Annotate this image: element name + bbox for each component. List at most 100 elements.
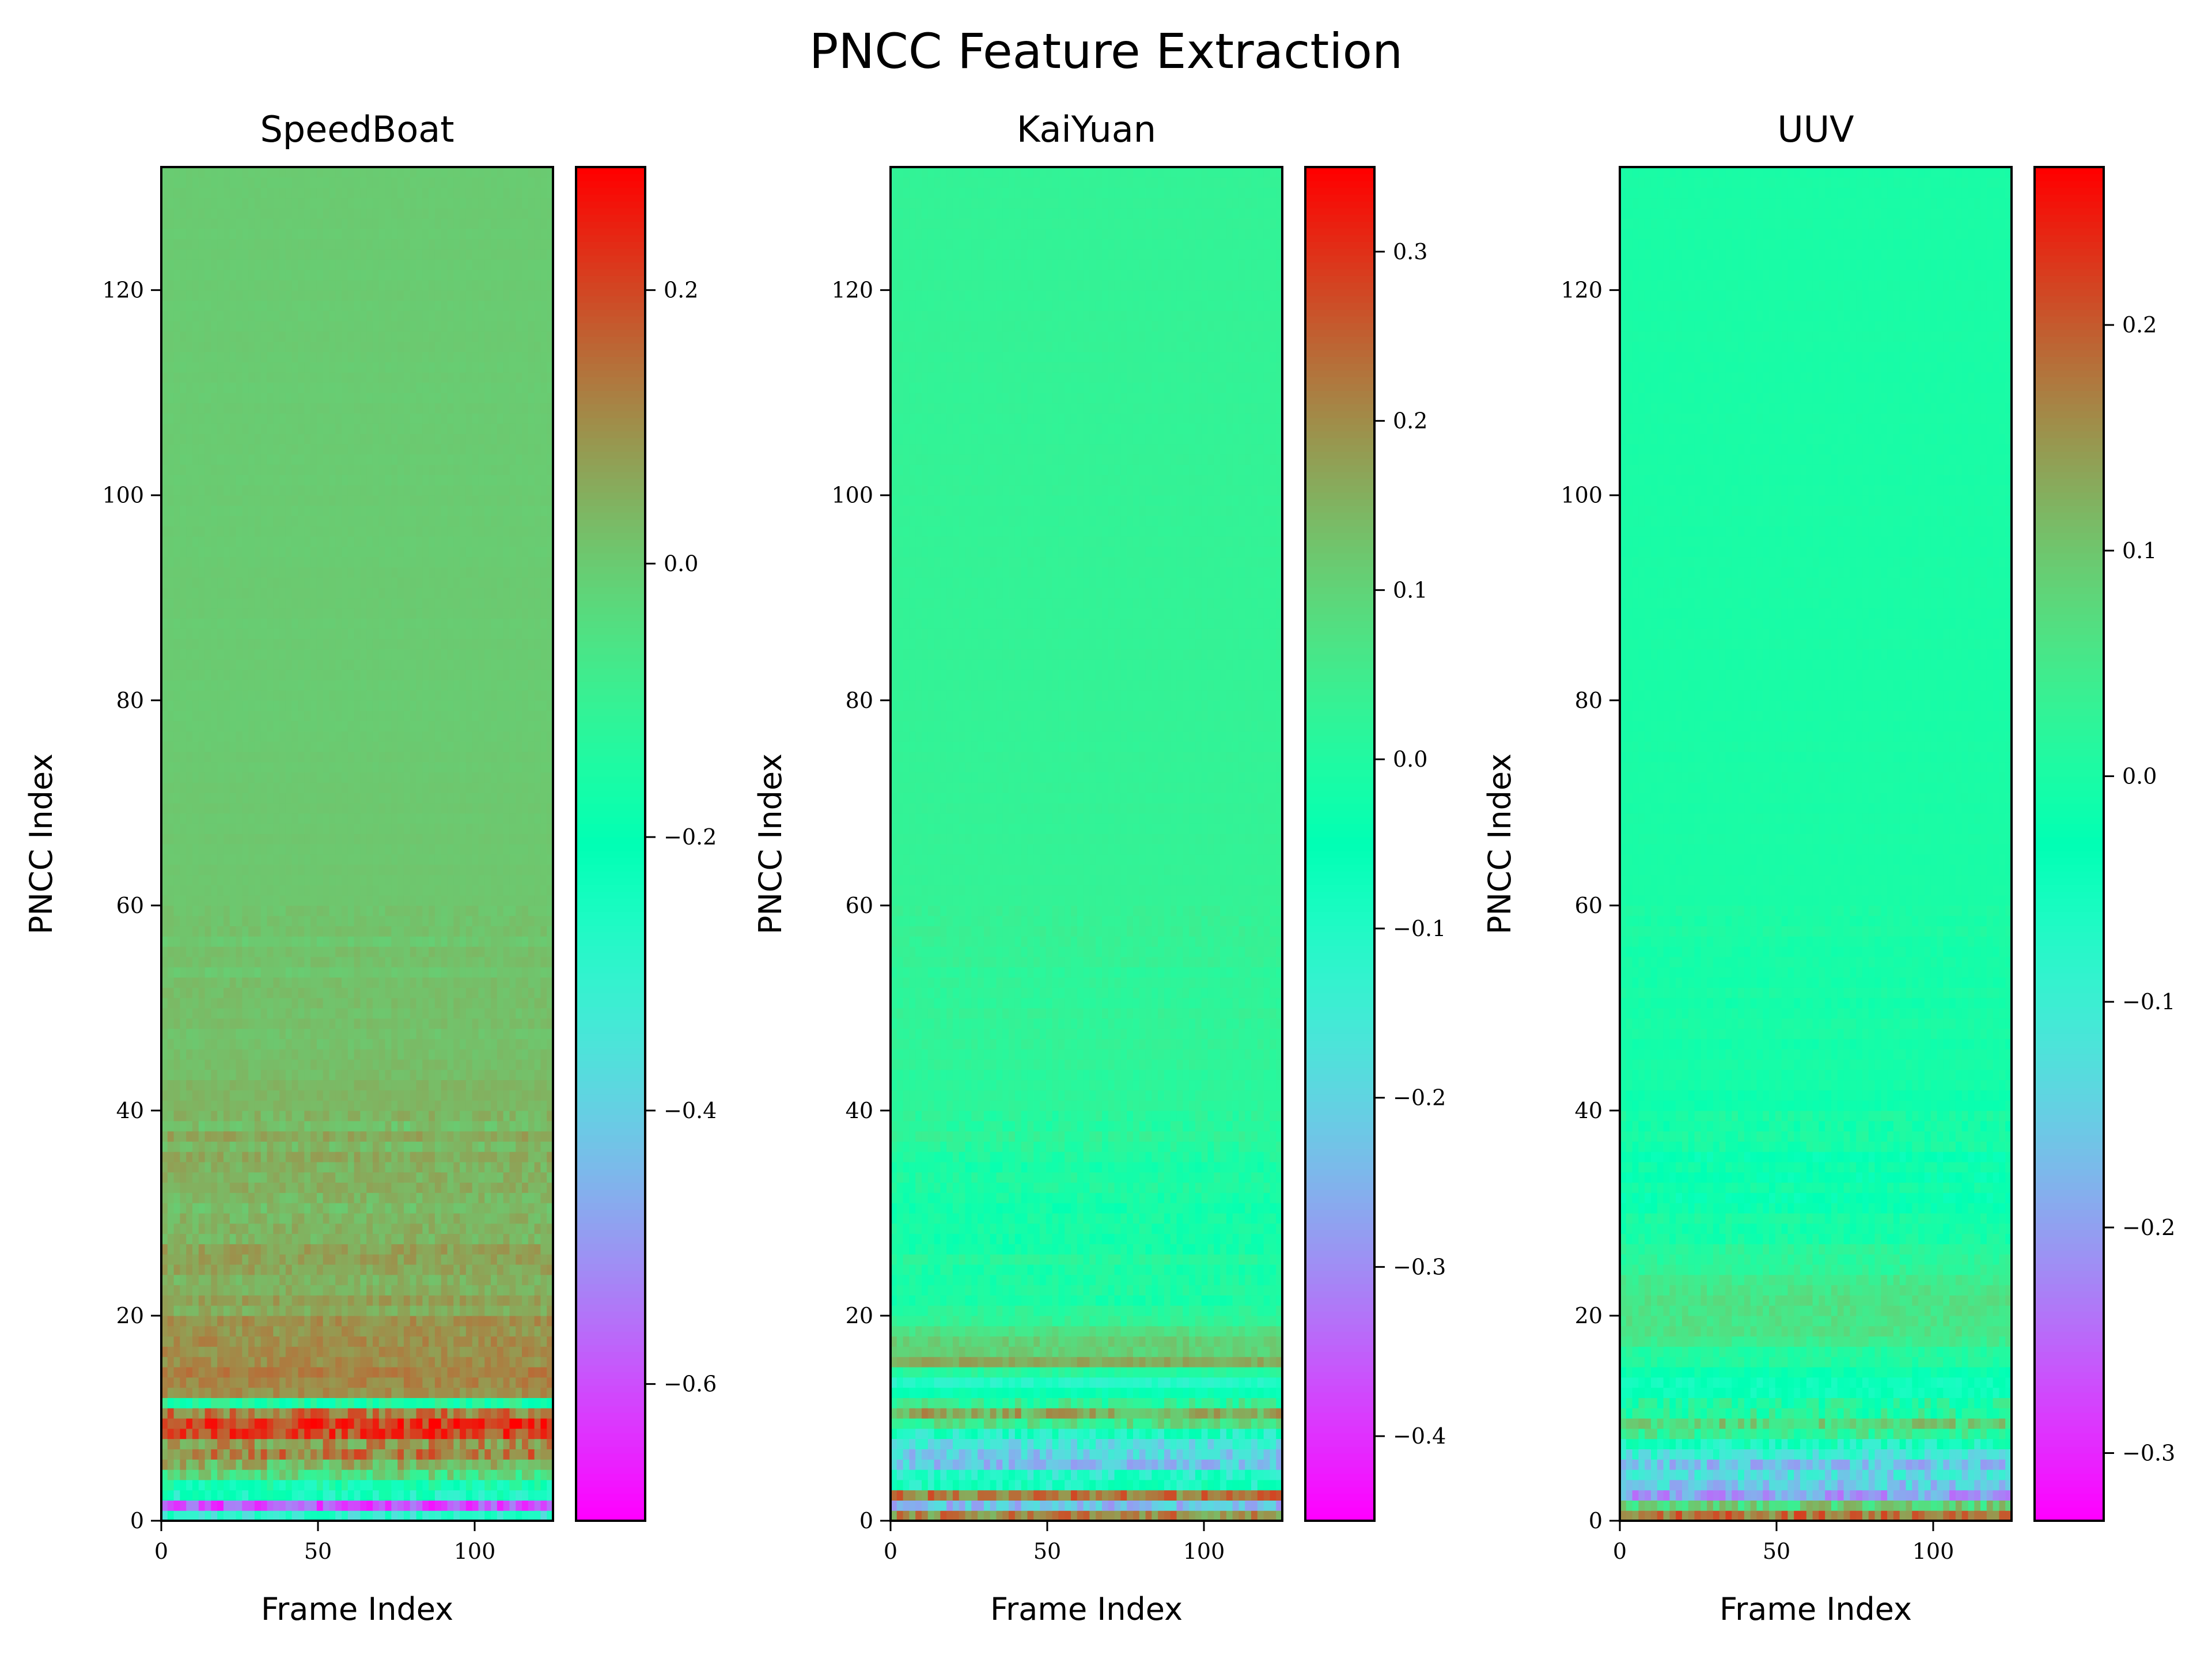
heatmap-cell <box>335 1490 342 1501</box>
heatmap-cell <box>261 1500 267 1510</box>
heatmap-cell <box>354 1439 361 1449</box>
heatmap-cell <box>509 1469 516 1480</box>
heatmap-cell <box>366 1469 373 1480</box>
heatmap-cell <box>317 1510 323 1521</box>
heatmap-cell <box>391 1377 397 1388</box>
heatmap-cell <box>292 1449 298 1459</box>
heatmap-cell <box>286 1480 292 1490</box>
heatmap-cell <box>205 1439 211 1449</box>
heatmap-cell <box>329 1480 335 1490</box>
heatmap-cell <box>478 1397 484 1408</box>
heatmap-cell <box>342 1500 348 1510</box>
heatmap-cell <box>497 1439 503 1449</box>
heatmap-cell <box>416 1459 423 1469</box>
heatmap-cell <box>304 1480 310 1490</box>
heatmap-cell <box>366 1346 373 1357</box>
heatmap-cell <box>366 1439 373 1449</box>
heatmap-cell <box>391 1490 397 1501</box>
heatmap-cell <box>522 1490 528 1501</box>
heatmap-cell <box>211 1377 217 1388</box>
heatmap-cell <box>261 1418 267 1429</box>
heatmap-cell <box>497 1397 503 1408</box>
heatmap-cell <box>186 1377 192 1388</box>
heatmap-cell <box>273 1439 279 1449</box>
heatmap-cell <box>217 1469 224 1480</box>
heatmap-cell <box>199 1469 205 1480</box>
heatmap-cell <box>410 1418 416 1429</box>
heatmap-cell <box>379 1480 385 1490</box>
heatmap-cell <box>205 1408 211 1418</box>
heatmap-cell <box>292 1500 298 1510</box>
heatmap-cell <box>354 1388 361 1398</box>
heatmap-cell <box>205 1469 211 1480</box>
heatmap-cell <box>168 1367 174 1377</box>
heatmap-cell <box>466 1388 472 1398</box>
heatmap-cell <box>342 1408 348 1418</box>
heatmap-cell <box>509 1397 516 1408</box>
heatmap-cell <box>441 1418 448 1429</box>
heatmap-cell <box>335 1388 342 1398</box>
heatmap-cell <box>416 1429 423 1439</box>
heatmap-cell <box>460 1510 466 1521</box>
heatmap-cell <box>366 1459 373 1469</box>
heatmap-cell <box>410 1490 416 1501</box>
heatmap-cell <box>248 1388 255 1398</box>
heatmap-cell <box>429 1388 435 1398</box>
heatmap-cell <box>205 1459 211 1469</box>
heatmap-cell <box>373 1367 379 1377</box>
heatmap-cell <box>373 1500 379 1510</box>
heatmap-cell <box>360 1388 366 1398</box>
heatmap-cell <box>509 1377 516 1388</box>
heatmap-cell <box>516 1449 522 1459</box>
heatmap-cell <box>273 1397 279 1408</box>
heatmap-cell <box>199 1367 205 1377</box>
heatmap-cell <box>509 1459 516 1469</box>
heatmap-cell <box>292 1439 298 1449</box>
heatmap-cell <box>535 1449 541 1459</box>
heatmap-cell <box>236 1459 243 1469</box>
heatmap-cell <box>366 1388 373 1398</box>
heatmap-cell <box>248 1500 255 1510</box>
heatmap-cell <box>286 1459 292 1469</box>
heatmap-cell <box>230 1388 236 1398</box>
heatmap-cell <box>429 1346 435 1357</box>
heatmap-cell <box>397 1357 404 1367</box>
heatmap-cell <box>497 1500 503 1510</box>
heatmap-cell <box>242 1408 248 1418</box>
heatmap-cell <box>453 1439 460 1449</box>
heatmap-cell <box>329 1500 335 1510</box>
heatmap-cell <box>304 1397 310 1408</box>
heatmap-cell <box>416 1490 423 1501</box>
heatmap-cell <box>261 1490 267 1501</box>
heatmap-cell <box>360 1429 366 1439</box>
heatmap-cell <box>279 1480 286 1490</box>
heatmap-cell <box>509 1408 516 1418</box>
heatmap-cell <box>168 1357 174 1367</box>
heatmap-cell <box>391 1469 397 1480</box>
heatmap-cell <box>478 1377 484 1388</box>
heatmap-cell <box>273 1480 279 1490</box>
heatmap-cell <box>180 1408 186 1418</box>
heatmap-cell <box>279 1388 286 1398</box>
heatmap-cell <box>192 1397 199 1408</box>
heatmap-cell <box>509 1449 516 1459</box>
heatmap-cell <box>205 1397 211 1408</box>
heatmap-cell <box>379 1469 385 1480</box>
heatmap-cell <box>174 1418 180 1429</box>
heatmap-cell <box>441 1469 448 1480</box>
heatmap-cell <box>373 1377 379 1388</box>
heatmap-cell <box>298 1449 304 1459</box>
heatmap-cell <box>385 1357 392 1367</box>
heatmap-cell <box>205 1357 211 1367</box>
heatmap-cell <box>516 1367 522 1377</box>
heatmap-cell <box>273 1357 279 1367</box>
heatmap-cell <box>186 1449 192 1459</box>
heatmap-cell <box>472 1449 479 1459</box>
heatmap-cell <box>453 1357 460 1367</box>
heatmap-cell <box>236 1367 243 1377</box>
heatmap-cell <box>366 1408 373 1418</box>
heatmap-cell <box>298 1469 304 1480</box>
heatmap-cell <box>497 1346 503 1357</box>
heatmap-cell <box>429 1397 435 1408</box>
heatmap-cell <box>397 1408 404 1418</box>
